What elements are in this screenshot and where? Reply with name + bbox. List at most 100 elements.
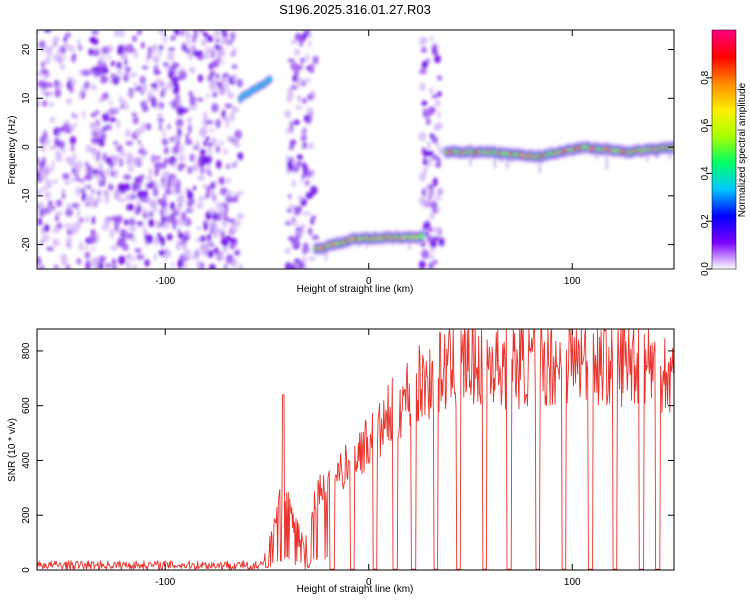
noise-blob xyxy=(307,142,315,150)
noise-blob xyxy=(172,145,180,155)
noise-blob xyxy=(125,194,134,201)
noise-blob xyxy=(158,45,164,50)
noise-blob xyxy=(201,247,209,257)
noise-blob xyxy=(284,221,292,226)
noise-blob xyxy=(220,30,228,35)
noise-blob xyxy=(177,232,184,240)
noise-blob xyxy=(153,54,160,64)
noise-blob xyxy=(139,195,146,203)
noise-blob xyxy=(437,187,444,195)
spectrogram-y-label: Frequency (Hz) xyxy=(7,116,18,185)
noise-blob xyxy=(166,181,172,190)
noise-blob xyxy=(132,235,136,244)
noise-blob xyxy=(177,128,182,137)
noise-blob xyxy=(191,45,196,51)
noise-blob xyxy=(226,190,234,197)
noise-blob xyxy=(418,260,426,269)
noise-blob xyxy=(206,75,213,81)
noise-blob xyxy=(84,245,89,251)
noise-blob xyxy=(229,39,233,46)
noise-blob xyxy=(101,67,109,75)
y-tick-label: 0 xyxy=(21,144,32,150)
noise-blob xyxy=(195,139,200,150)
noise-blob xyxy=(124,129,131,138)
noise-blob xyxy=(287,160,294,170)
noise-blob xyxy=(107,156,112,166)
noise-blob xyxy=(51,205,56,211)
noise-blob xyxy=(422,60,428,68)
noise-blob xyxy=(188,90,193,97)
noise-blob xyxy=(423,166,428,174)
snr-panel: -100 0 100 0 200 400 600 800 Height of straight… xyxy=(7,328,675,595)
noise-blob xyxy=(300,136,308,141)
noise-blob xyxy=(117,67,123,76)
noise-blob xyxy=(231,64,238,70)
noise-blob xyxy=(206,239,212,248)
noise-blob xyxy=(418,171,427,182)
noise-blob xyxy=(119,149,126,158)
noise-blob xyxy=(433,125,441,131)
noise-blob xyxy=(138,30,142,35)
noise-blob xyxy=(110,244,118,251)
noise-blob xyxy=(159,209,164,216)
y-tick-label: 0 xyxy=(21,567,32,573)
noise-blob xyxy=(291,165,300,173)
noise-blob xyxy=(161,162,167,169)
noise-blob xyxy=(134,183,142,191)
noise-blob xyxy=(178,154,186,162)
noise-blob xyxy=(146,94,151,104)
noise-blob xyxy=(224,103,233,109)
noise-blob xyxy=(71,143,75,153)
noise-blob xyxy=(170,201,176,211)
noise-blob xyxy=(85,199,92,207)
noise-blob xyxy=(187,50,193,61)
noise-blob xyxy=(426,227,434,233)
noise-blob xyxy=(237,152,244,161)
noise-blob xyxy=(292,74,298,83)
spectrogram-noise xyxy=(284,30,320,269)
noise-blob xyxy=(92,49,100,57)
noise-blob xyxy=(421,249,429,259)
noise-blob xyxy=(151,153,155,164)
spectrogram-noise xyxy=(418,36,446,269)
noise-blob xyxy=(94,173,98,178)
noise-blob xyxy=(290,219,298,227)
noise-blob xyxy=(66,236,73,243)
noise-blob xyxy=(285,262,292,269)
noise-blob xyxy=(432,177,438,187)
noise-blob xyxy=(101,126,107,132)
noise-blob xyxy=(68,44,75,53)
noise-blob xyxy=(119,157,124,168)
noise-blob xyxy=(91,30,99,35)
snr-plot-area xyxy=(37,329,674,570)
noise-blob xyxy=(201,38,207,47)
noise-blob xyxy=(148,167,153,177)
spectrogram-carrier xyxy=(312,229,425,261)
noise-blob xyxy=(171,99,179,110)
noise-blob xyxy=(199,235,206,243)
noise-blob xyxy=(184,30,191,40)
noise-blob xyxy=(66,203,72,210)
noise-blob xyxy=(151,99,157,108)
noise-blob xyxy=(224,203,229,213)
noise-blob xyxy=(68,156,76,167)
noise-blob xyxy=(81,191,87,202)
noise-blob xyxy=(85,144,92,153)
noise-blob xyxy=(113,140,118,146)
noise-blob xyxy=(174,206,182,212)
noise-blob xyxy=(188,205,194,211)
noise-blob xyxy=(205,136,210,141)
noise-blob xyxy=(37,30,40,35)
noise-blob xyxy=(423,221,431,229)
spectrogram-carrier xyxy=(443,139,674,174)
noise-blob xyxy=(231,47,237,56)
noise-blob xyxy=(117,183,126,193)
noise-blob xyxy=(226,177,231,184)
noise-blob xyxy=(296,94,302,103)
noise-blob xyxy=(115,190,120,200)
noise-blob xyxy=(132,35,138,43)
noise-blob xyxy=(151,201,157,206)
noise-blob xyxy=(188,66,195,72)
noise-blob xyxy=(182,242,187,251)
noise-blob xyxy=(91,168,100,175)
